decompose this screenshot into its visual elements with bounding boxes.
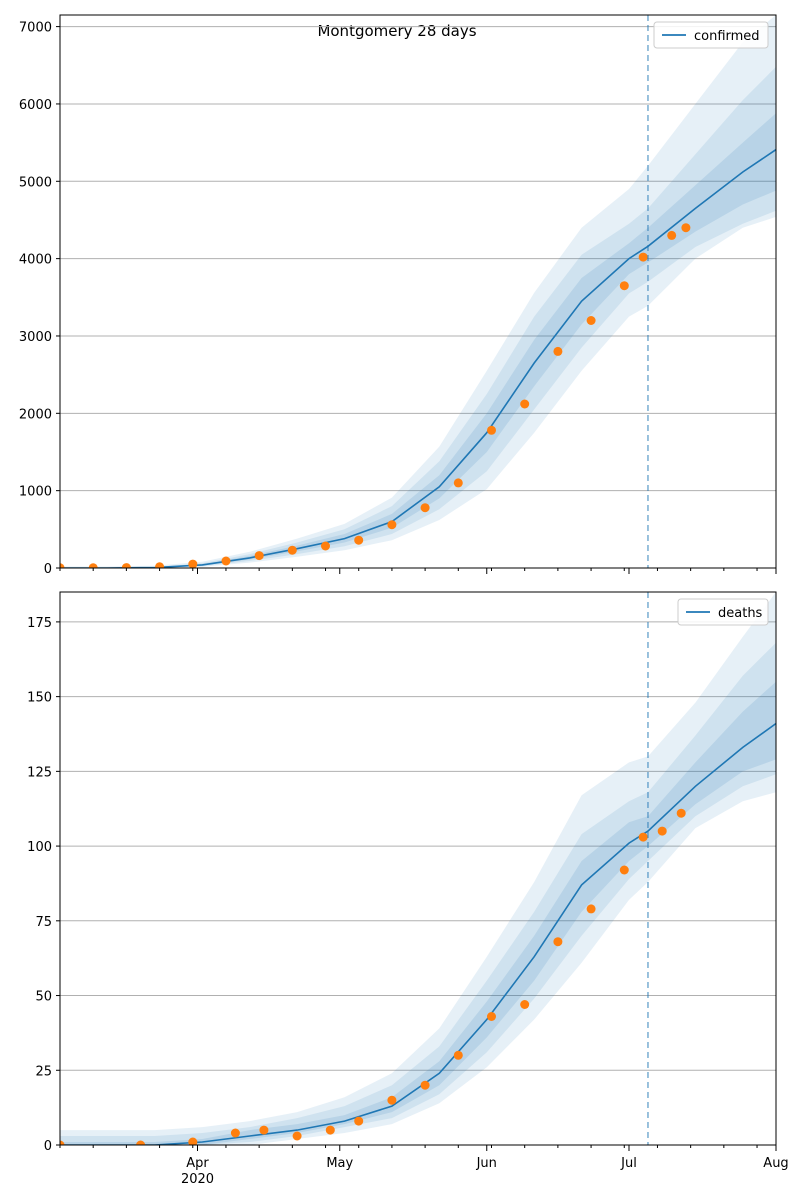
observed-point [420, 503, 430, 513]
observed-point [619, 281, 629, 291]
observed-point [259, 1125, 269, 1135]
observed-point [188, 559, 198, 568]
observed-point [221, 556, 231, 566]
observed-point [387, 1095, 397, 1105]
legend-box [677, 598, 769, 626]
y-tick-label: 50 [35, 990, 52, 1005]
legend-box [653, 21, 769, 49]
observed-point [354, 1116, 364, 1126]
uncertainty-band-outer [60, 15, 776, 568]
observed-point [487, 425, 496, 435]
observed-point [453, 1050, 463, 1060]
observed-point [453, 478, 463, 488]
x-tick-label: Aug [763, 1156, 788, 1171]
legend-label: deaths [718, 606, 763, 621]
y-tick-label: 25 [35, 1064, 52, 1079]
y-tick-label: 3000 [19, 330, 52, 345]
plot-area [60, 15, 776, 568]
x-tick-label: 2020 [181, 1172, 214, 1187]
x-tick-label: Jul [620, 1156, 637, 1171]
observed-point [354, 535, 364, 545]
model-median-line [60, 148, 776, 568]
observed-point [586, 316, 596, 325]
observed-point [638, 252, 648, 262]
observed-point [325, 1125, 335, 1135]
observed-point [638, 832, 648, 842]
observed-point [321, 541, 330, 551]
axes-frame [59, 14, 777, 569]
y-tick-label: 6000 [19, 98, 52, 113]
observed-point [292, 1131, 302, 1141]
model-median-line [60, 722, 776, 1145]
observed-point [254, 551, 264, 561]
observed-point [487, 1012, 496, 1021]
observed-point [121, 563, 131, 568]
y-tick-label: 1000 [19, 485, 52, 500]
y-tick-label: 0 [44, 1139, 52, 1154]
x-tick-label: May [326, 1156, 353, 1171]
observed-point [136, 1140, 146, 1145]
y-tick-label: 5000 [19, 175, 52, 190]
observed-point [60, 1140, 65, 1145]
observed-point [619, 865, 629, 875]
confirmed-panel: 0 1000 2000 3000 4000 5000 6000 7000 confirmed [19, 14, 777, 577]
legend-label: confirmed [694, 29, 760, 44]
uncertainty-band-middle [60, 642, 776, 1145]
observed-point [520, 399, 530, 409]
y-tick-label: 75 [35, 915, 52, 930]
y-tick-label: 2000 [19, 407, 52, 422]
observed-point [520, 1000, 530, 1009]
observed-point [60, 563, 65, 568]
observed-point [188, 1137, 198, 1145]
y-tick-label: 7000 [19, 21, 52, 36]
y-tick-label: 4000 [19, 253, 52, 268]
observed-point [387, 520, 397, 530]
observed-point [657, 826, 667, 836]
axes-frame [59, 591, 777, 1146]
x-tick-label: Apr [186, 1156, 209, 1171]
observed-point [420, 1080, 430, 1090]
observed-point [586, 904, 596, 914]
y-tick-label: 100 [27, 840, 52, 855]
x-tick-label: Jun [476, 1156, 497, 1171]
observed-point [553, 937, 563, 947]
legend: confirmed [653, 21, 769, 49]
y-tick-label: 175 [27, 616, 52, 631]
observed-point [681, 223, 691, 233]
observed-point [667, 230, 677, 240]
observed-point [676, 808, 686, 818]
y-tick-label: 0 [44, 562, 52, 577]
observed-point [230, 1128, 240, 1138]
observed-point [155, 562, 165, 568]
plot-area [60, 592, 776, 1145]
y-tick-label: 125 [27, 765, 52, 780]
figure-title: Montgomery 28 days [317, 22, 476, 40]
observed-point [287, 545, 297, 555]
uncertainty-band-outer [60, 592, 776, 1145]
observed-point [553, 346, 563, 356]
legend: deaths [677, 598, 769, 626]
y-tick-label: 150 [27, 691, 52, 706]
observed-point [88, 563, 98, 568]
